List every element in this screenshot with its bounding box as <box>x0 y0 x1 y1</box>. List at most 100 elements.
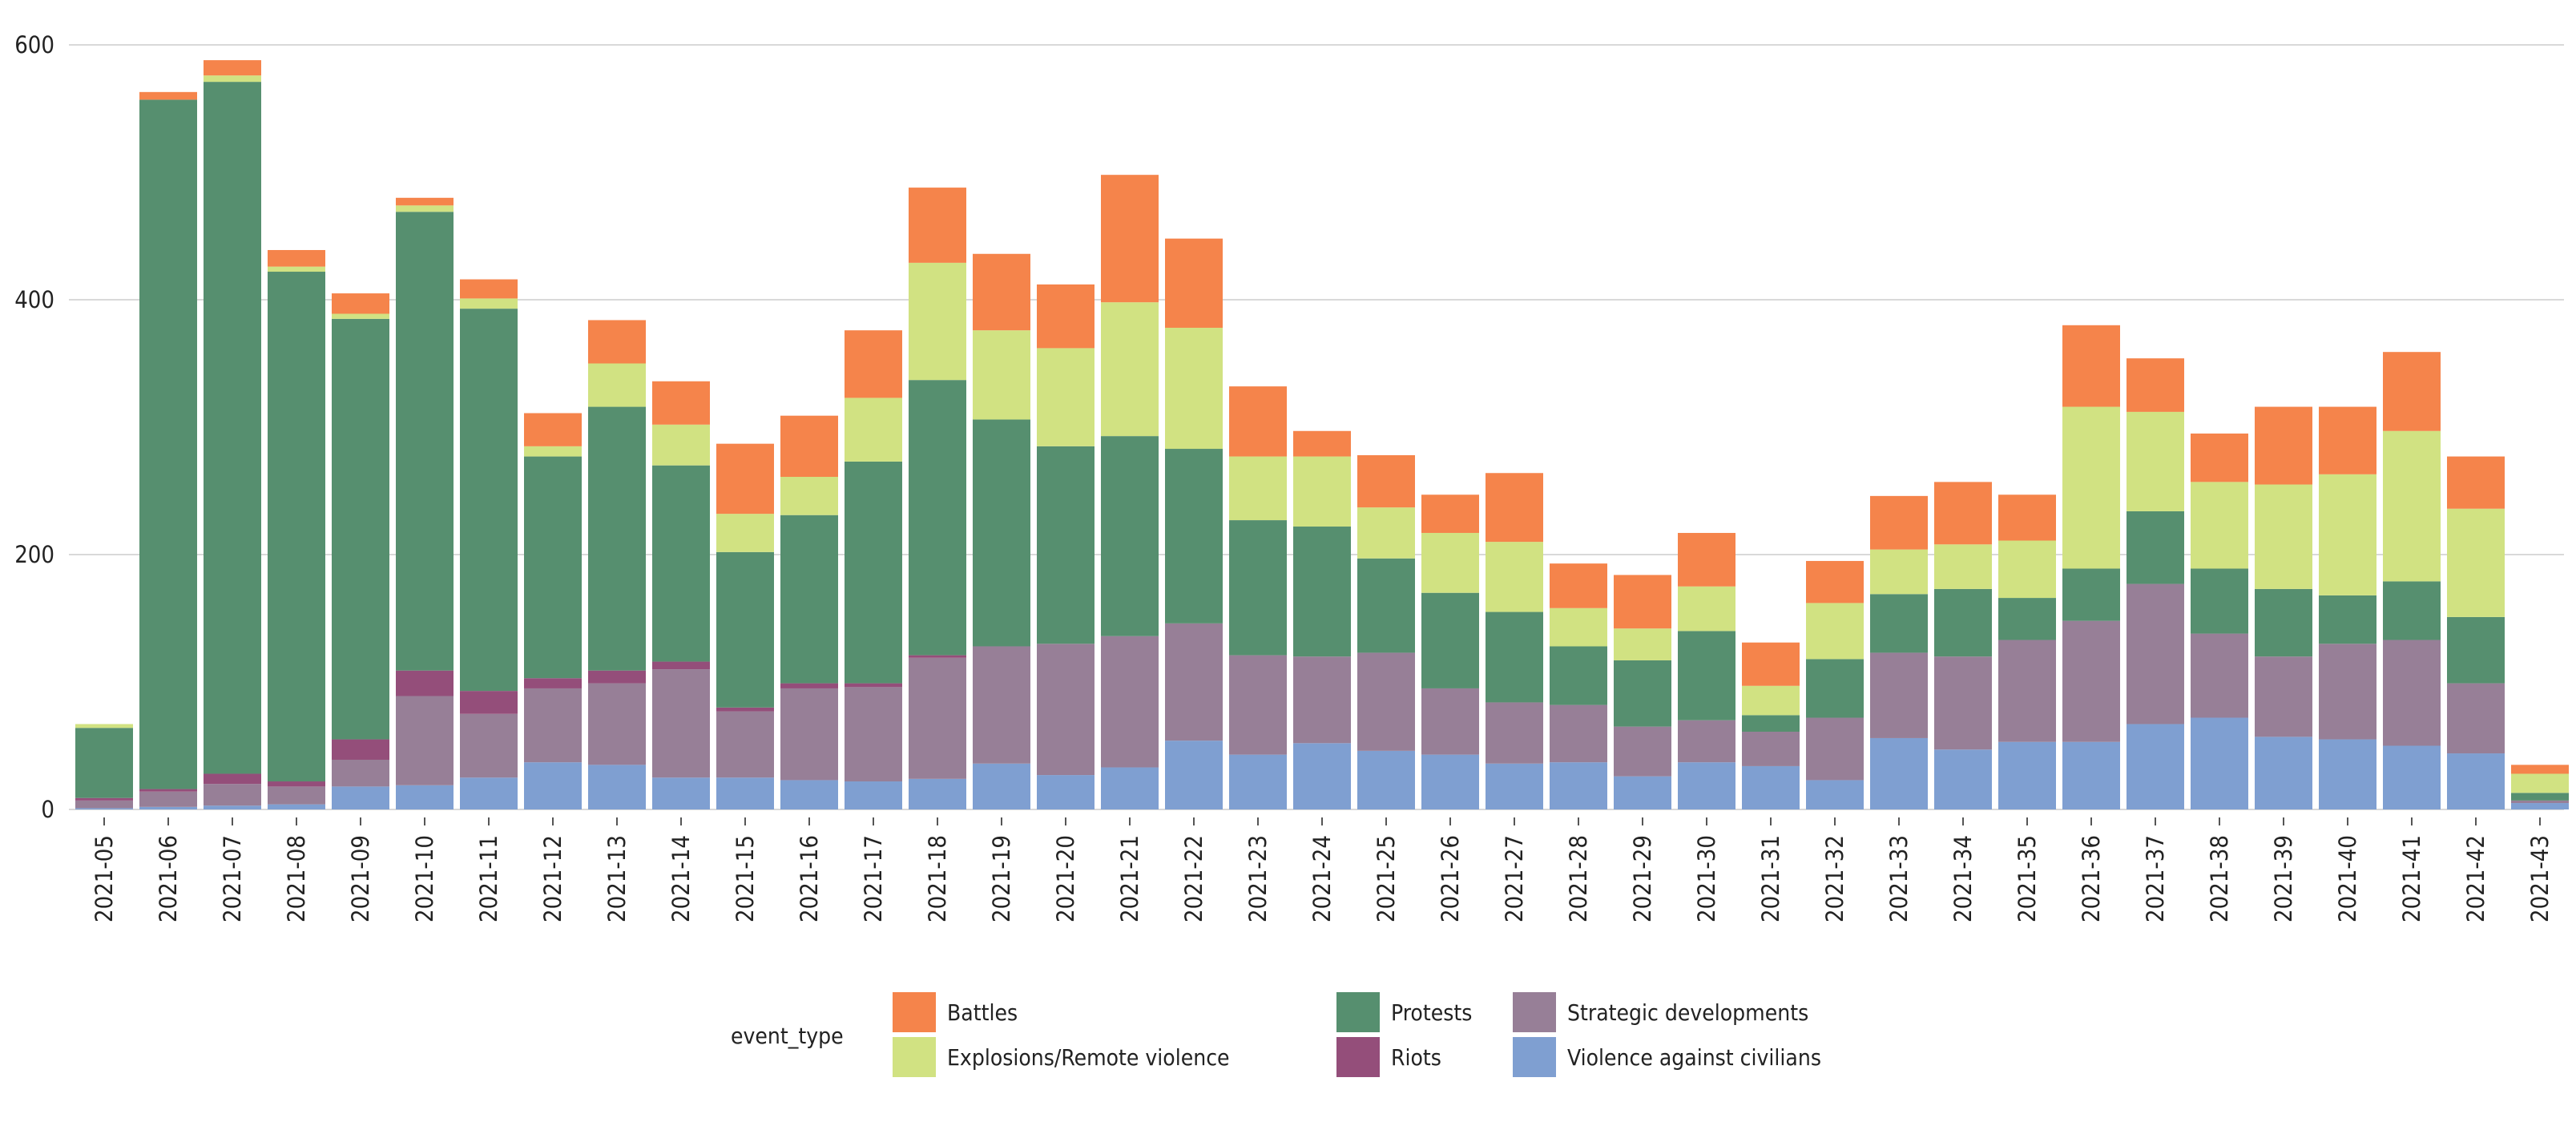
bar-segment <box>75 808 133 809</box>
bar-segment <box>909 188 966 263</box>
bar-segment <box>1678 631 1735 720</box>
bar-segment <box>780 477 838 515</box>
bar-segment <box>204 60 261 76</box>
x-tick-label: 2021-27 <box>1501 835 1528 922</box>
bar-segment <box>460 309 518 692</box>
bar-segment <box>588 320 646 364</box>
bar-segment <box>1229 655 1287 755</box>
bar-segment <box>1165 449 1223 624</box>
bar-segment <box>716 551 774 708</box>
bar-segment <box>1421 592 1479 688</box>
legend-swatch <box>1513 992 1556 1032</box>
bar-segment <box>652 465 710 662</box>
bar-segment <box>1550 762 1607 809</box>
bar-segment <box>1293 430 1351 457</box>
legend-title: event_type <box>731 1023 844 1049</box>
bar-segment <box>2383 430 2441 582</box>
bar-segment <box>909 655 966 658</box>
bar-segment <box>2255 484 2312 589</box>
x-tick-label: 2021-21 <box>1116 835 1143 922</box>
bar-segment <box>652 669 710 778</box>
bar-segment <box>1165 623 1223 741</box>
bar-segment <box>652 777 710 809</box>
bar-segment <box>716 777 774 809</box>
bar-segment <box>524 762 582 809</box>
legend-label: Strategic developments <box>1567 999 1808 1026</box>
bar-segment <box>909 778 966 809</box>
bar-segment <box>1998 640 2056 742</box>
bar-segment <box>845 330 902 398</box>
bar-segment <box>2191 433 2248 482</box>
bar-segment <box>1101 302 1159 437</box>
bar-segment <box>2127 583 2184 724</box>
bar-segment <box>2127 358 2184 412</box>
bar-segment <box>1678 586 1735 632</box>
x-tick-label: 2021-08 <box>283 835 310 922</box>
bar-segment <box>2511 793 2569 801</box>
bar-segment <box>1421 688 1479 755</box>
bar-segment <box>524 678 582 688</box>
bar-segment <box>909 380 966 656</box>
bar-segment <box>1998 540 2056 599</box>
bar-segment <box>524 413 582 446</box>
x-tick-label: 2021-09 <box>347 835 374 922</box>
x-tick-label: 2021-41 <box>2398 835 2425 922</box>
bar-segment <box>2319 644 2376 740</box>
x-tick-label: 2021-31 <box>1757 835 1784 922</box>
bar-segment <box>1293 527 1351 657</box>
legend-swatch <box>893 992 936 1032</box>
x-tick-label: 2021-06 <box>155 835 182 922</box>
bar-segment <box>2319 739 2376 809</box>
bar-segment <box>1037 775 1094 809</box>
bar-segment <box>332 739 389 760</box>
bar-segment <box>2511 773 2569 793</box>
bar-segment <box>268 804 325 809</box>
bar-segment <box>1293 656 1351 744</box>
bar-segment <box>460 777 518 809</box>
y-tick-label: 400 <box>14 286 54 313</box>
bar-segment <box>588 765 646 809</box>
bars <box>75 60 2569 809</box>
x-tick-label: 2021-26 <box>1437 835 1464 922</box>
bar-segment <box>2511 803 2569 809</box>
bar-segment <box>1357 507 1415 559</box>
bar-segment <box>2255 737 2312 809</box>
bar-segment <box>1934 749 1992 809</box>
bar-segment <box>524 456 582 679</box>
bar-segment <box>588 683 646 765</box>
legend-swatch <box>893 1037 936 1077</box>
bar-segment <box>396 212 454 671</box>
bar-segment <box>973 253 1030 331</box>
bar-segment <box>845 461 902 684</box>
bar-segment <box>716 514 774 552</box>
bar-segment <box>1806 659 1864 718</box>
x-axis: 2021-05 2021-06 2021-07 2021-08 2021-09 2021-… <box>91 817 2554 922</box>
bar-segment <box>396 696 454 785</box>
bar-segment <box>2191 568 2248 634</box>
x-tick-label: 2021-35 <box>2014 835 2041 922</box>
bar-segment <box>2255 406 2312 485</box>
bar-segment <box>75 724 133 728</box>
bar-segment <box>1742 732 1800 766</box>
bar-segment <box>75 728 133 798</box>
bar-segment <box>1421 494 1479 533</box>
bar-segment <box>2383 581 2441 640</box>
bar-segment <box>2062 406 2120 569</box>
bar-segment <box>204 82 261 774</box>
bar-segment <box>396 670 454 696</box>
bar-segment <box>909 657 966 779</box>
y-tick-label: 200 <box>14 541 54 568</box>
bar-segment <box>1614 776 1671 809</box>
x-tick-label: 2021-19 <box>988 835 1015 922</box>
bar-segment <box>2191 482 2248 569</box>
bar-segment <box>716 443 774 515</box>
x-tick-label: 2021-38 <box>2206 835 2233 922</box>
bar-segment <box>780 780 838 809</box>
bar-segment <box>396 785 454 809</box>
bar-segment <box>2511 800 2569 804</box>
x-tick-label: 2021-05 <box>91 835 118 922</box>
bar-segment <box>332 318 389 740</box>
bar-segment <box>1421 532 1479 593</box>
bar-segment <box>332 313 389 319</box>
bar-segment <box>1550 646 1607 705</box>
